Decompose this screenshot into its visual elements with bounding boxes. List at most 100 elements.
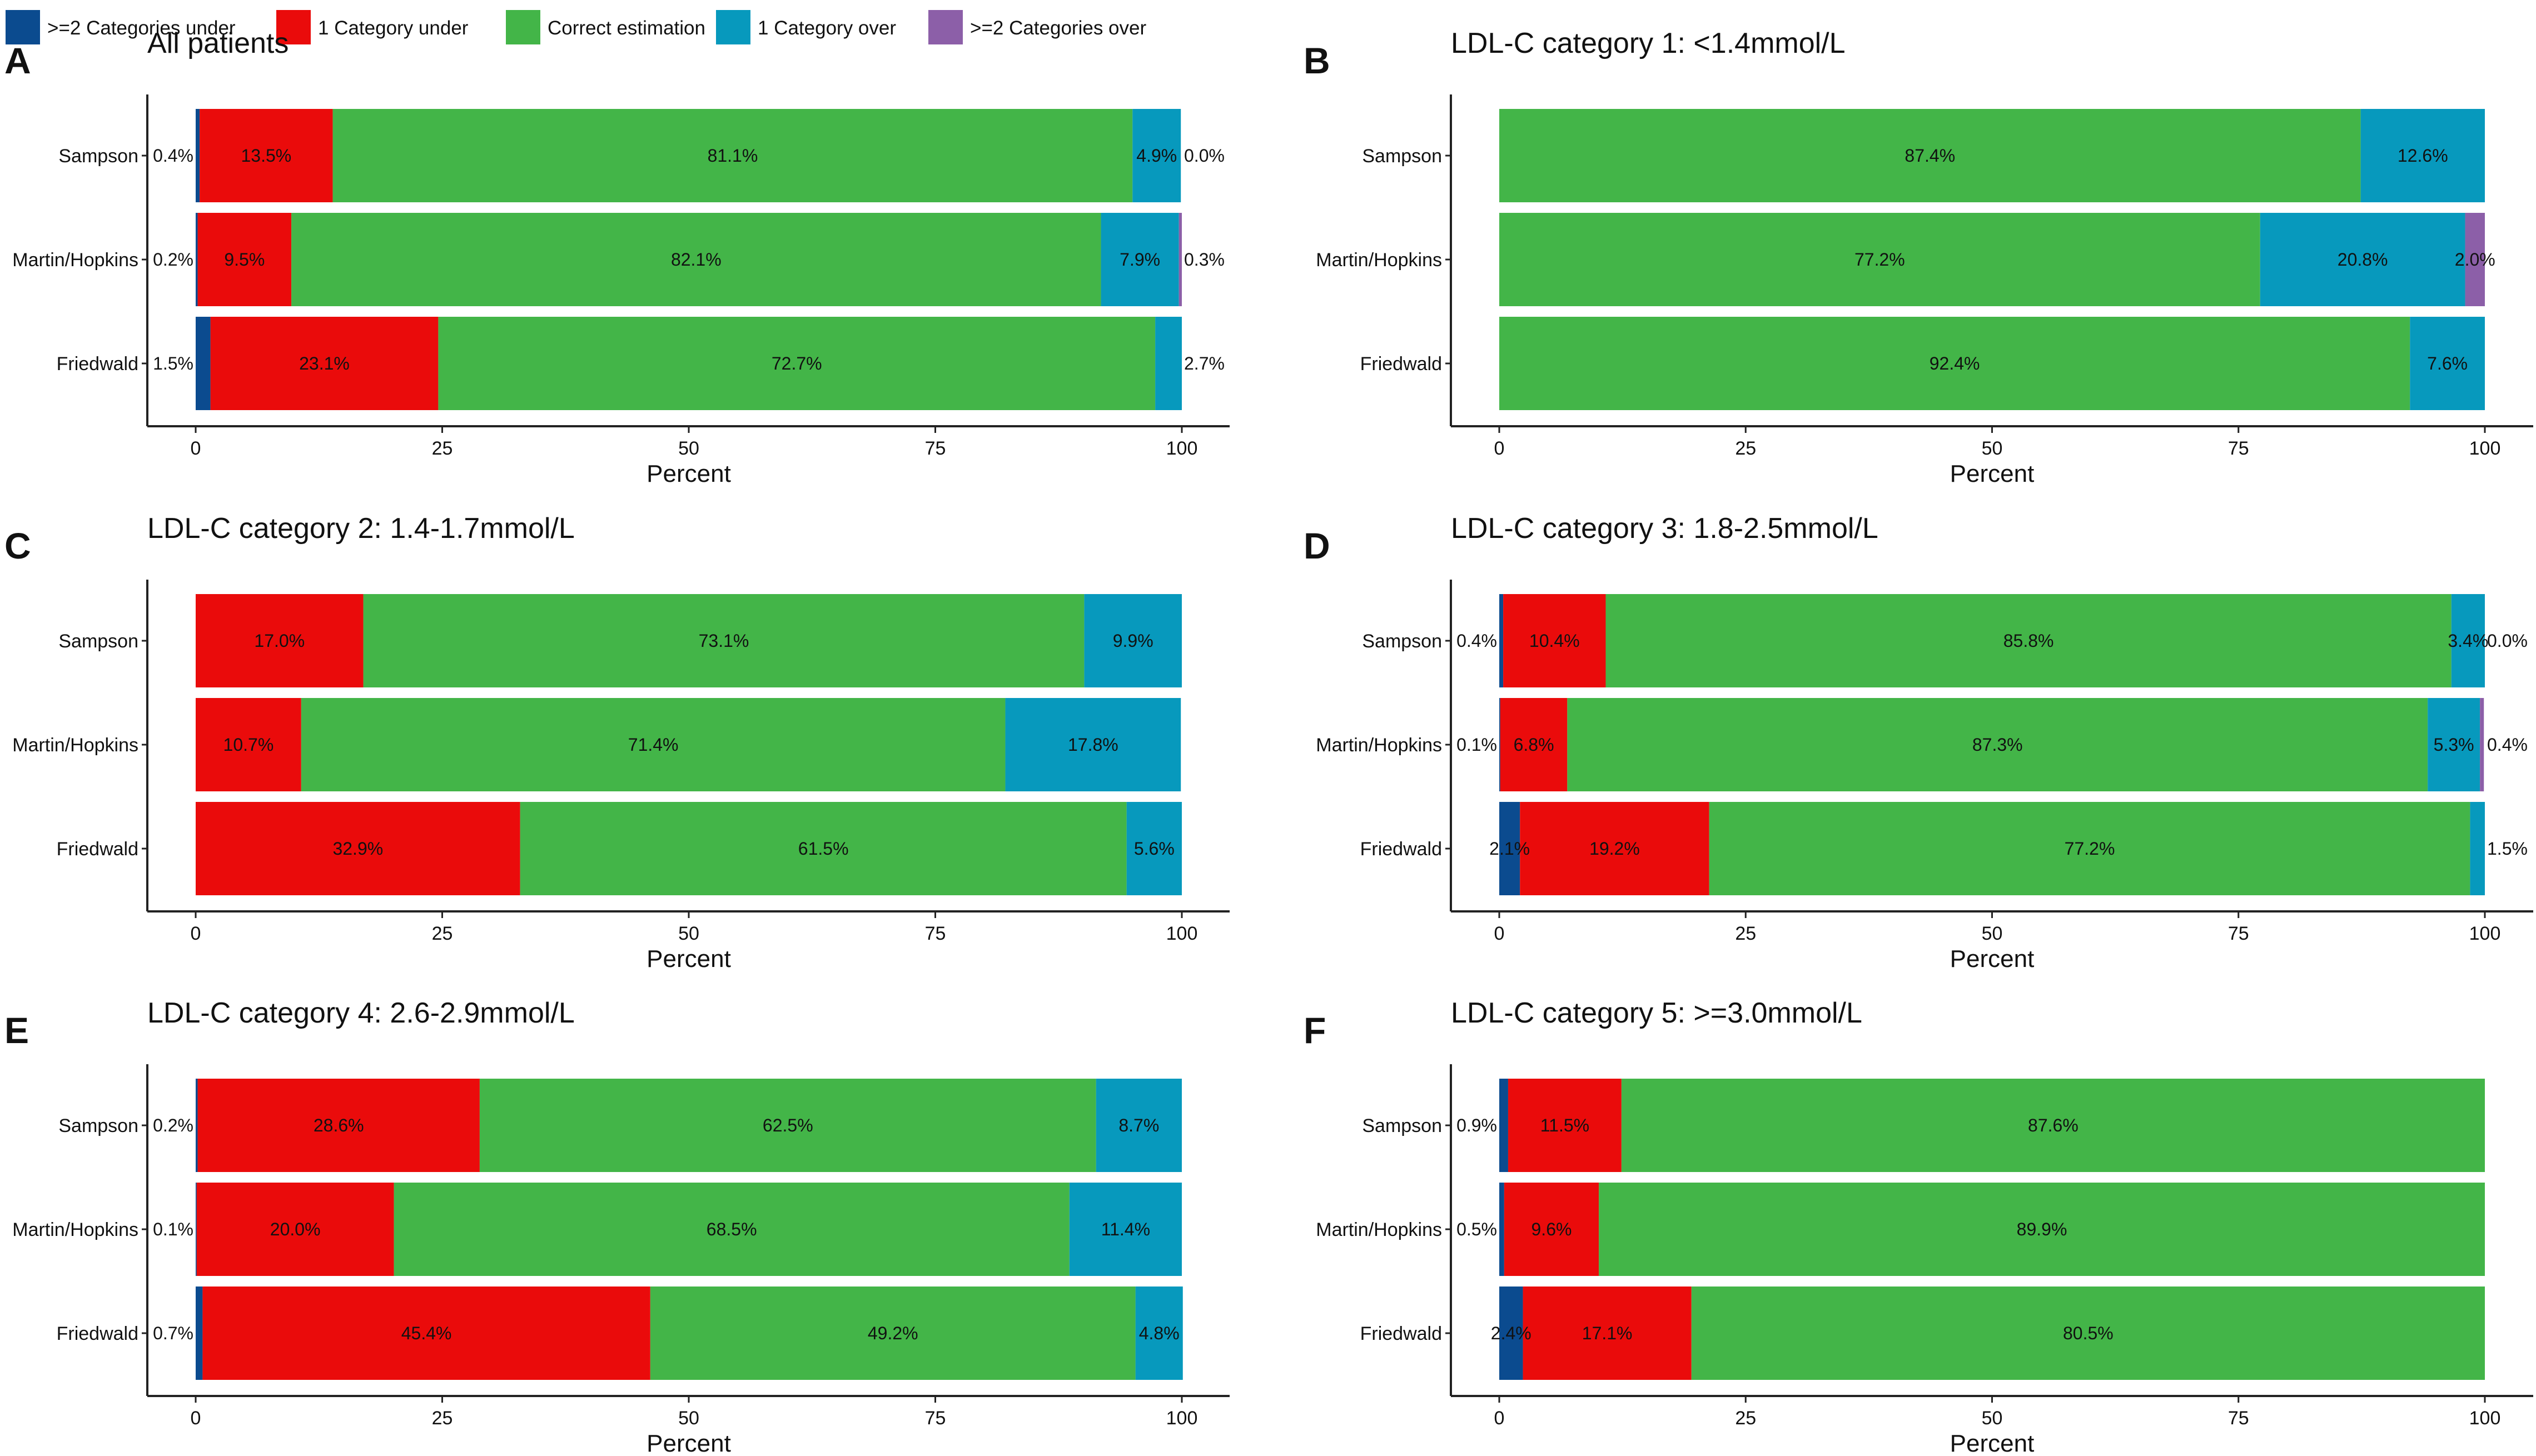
y-tick-label: Friedwald [1360, 839, 1442, 860]
bar-martin-hopkins: 0.1% 20.0% 68.5% 11.4% [153, 1183, 1182, 1276]
x-tick-label: 75 [925, 1408, 946, 1429]
legend-swatch [928, 10, 963, 44]
data-label: 17.0% [254, 631, 305, 651]
x-tick-label: 100 [2469, 438, 2501, 459]
x-tick-label: 50 [678, 438, 699, 459]
data-label: 0.3% [1184, 250, 1225, 270]
bar-segment-correct-estimation [394, 1183, 1070, 1276]
bar-segment-ge2-categories-under [1499, 1183, 1504, 1276]
y-tick-label: Martin/Hopkins [12, 735, 138, 756]
bar-segment-1-category-over [2360, 109, 2485, 202]
data-label: 8.7% [1118, 1115, 1159, 1135]
y-tick-label: Martin/Hopkins [1316, 250, 1442, 271]
data-label: 32.9% [332, 839, 383, 859]
x-tick-label: 0 [1494, 923, 1505, 944]
bar-segment-ge2-categories-under [1499, 1079, 1508, 1172]
bar-segment-ge2-categories-over [2480, 698, 2484, 791]
data-label: 72.7% [772, 353, 822, 373]
data-label: 1.5% [153, 353, 193, 373]
bar-segment-1-category-under [200, 109, 333, 202]
bar-segment-1-category-over [1069, 1183, 1182, 1276]
y-tick-label: Friedwald [57, 839, 138, 860]
x-axis-title: Percent [1950, 460, 2035, 487]
x-tick-label: 0 [191, 1408, 201, 1429]
bar-segment-1-category-over [1126, 802, 1182, 895]
legend-label: Correct estimation [548, 17, 705, 39]
panel-letter: E [4, 1010, 29, 1051]
legend-item-under1: 1 Category under [276, 10, 469, 44]
bar-segment-1-category-over [1084, 594, 1182, 687]
bar-segment-1-category-under [210, 317, 439, 410]
bar-segment-correct-estimation [650, 1287, 1136, 1380]
data-label: 17.1% [1582, 1323, 1633, 1343]
bar-segment-1-category-under [1520, 802, 1709, 895]
bar-segment-1-category-under [1503, 594, 1606, 687]
y-tick-label: Sampson [1362, 631, 1442, 652]
y-tick-label: Friedwald [1360, 353, 1442, 375]
x-tick-label: 0 [191, 438, 201, 459]
bar-martin-hopkins: 0.2% 9.5% 82.1% 7.9% 0.3% [153, 213, 1225, 306]
data-label: 2.0% [2455, 250, 2495, 270]
bar-segment-ge2-categories-under [196, 1183, 197, 1276]
x-tick-label: 25 [1735, 923, 1756, 944]
bar-friedwald: 92.4% 7.6% [1499, 317, 2485, 410]
x-tick-label: 50 [1982, 1408, 2003, 1429]
x-tick-label: 100 [1166, 923, 1198, 944]
panel-d: D LDL-C category 3: 1.8-2.5mmol/L 0.4% 10.4… [1304, 512, 2533, 973]
data-label: 0.1% [153, 1219, 193, 1239]
bar-segment-1-category-under [196, 594, 364, 687]
bar-martin-hopkins: 77.2% 20.8% 2.0% [1499, 213, 2495, 306]
bar-segment-1-category-over [2410, 317, 2485, 410]
data-label: 11.4% [1101, 1219, 1150, 1239]
x-tick-label: 100 [2469, 923, 2501, 944]
bar-segment-correct-estimation [520, 802, 1127, 895]
bar-segment-ge2-categories-under [1499, 594, 1504, 687]
legend-swatch [506, 10, 540, 44]
data-label: 0.1% [1456, 735, 1497, 755]
bar-segment-ge2-categories-under [196, 213, 198, 306]
bar-segment-1-category-over [2428, 698, 2480, 791]
data-label: 68.5% [707, 1219, 757, 1239]
data-label: 10.7% [223, 735, 274, 755]
bar-segment-1-category-over [1096, 1079, 1182, 1172]
bar-segment-1-category-over [2470, 802, 2485, 895]
bar-segment-ge2-categories-under [196, 109, 200, 202]
data-label: 0.4% [1456, 631, 1497, 651]
y-tick-label: Martin/Hopkins [12, 1219, 138, 1240]
panel-letter: D [1304, 525, 1330, 566]
data-label: 62.5% [763, 1115, 813, 1135]
bar-sampson: 0.4% 13.5% 81.1% 4.9% 0.0% [153, 109, 1225, 202]
data-label: 0.2% [153, 250, 193, 270]
data-label: 81.1% [708, 146, 758, 166]
data-label: 85.8% [2003, 631, 2054, 651]
data-label: 92.4% [1930, 353, 1980, 373]
data-label: 71.4% [628, 735, 679, 755]
data-label: 17.8% [1068, 735, 1118, 755]
panel-letter: B [1304, 40, 1330, 81]
x-tick-label: 75 [925, 438, 946, 459]
y-tick-label: Friedwald [57, 353, 138, 375]
data-label: 0.4% [2487, 735, 2528, 755]
data-label: 11.5% [1540, 1115, 1589, 1135]
panel-letter: C [4, 525, 31, 566]
bar-segment-correct-estimation [1499, 213, 2260, 306]
data-label: 20.0% [270, 1219, 321, 1239]
legend-item-over1: 1 Category over [716, 10, 896, 44]
bar-friedwald: 32.9% 61.5% 5.6% [196, 802, 1182, 895]
legend-item-correct: Correct estimation [506, 10, 705, 44]
bar-segment-1-category-over [1132, 109, 1181, 202]
y-tick-label: Sampson [58, 631, 138, 652]
bar-segment-correct-estimation [1567, 698, 2428, 791]
x-tick-label: 25 [1735, 438, 1756, 459]
legend-label: >=2 Categories over [970, 17, 1146, 39]
data-label: 4.9% [1136, 146, 1177, 166]
bar-martin-hopkins: 0.5% 9.6% 89.9% [1456, 1183, 2485, 1276]
legend-item-ge2_over: >=2 Categories over [928, 10, 1146, 44]
data-label: 2.4% [1491, 1323, 1531, 1343]
data-label: 0.0% [1184, 146, 1225, 166]
x-tick-label: 25 [432, 1408, 453, 1429]
data-label: 49.2% [868, 1323, 918, 1343]
panel-title: LDL-C category 2: 1.4-1.7mmol/L [147, 512, 575, 545]
legend-swatch [276, 10, 311, 44]
data-label: 20.8% [2338, 250, 2388, 270]
